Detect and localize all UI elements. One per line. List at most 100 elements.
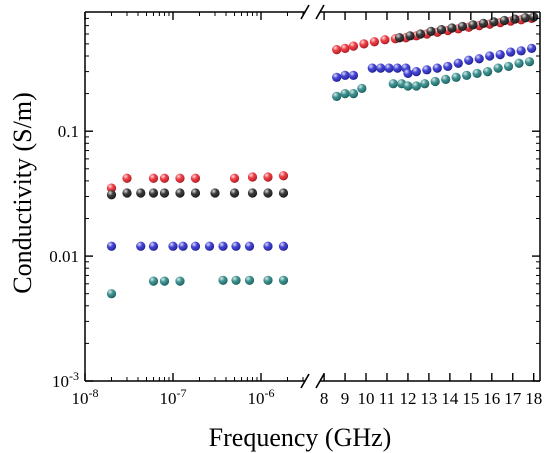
data-point-highlight [122,188,132,198]
data-point-highlight [359,39,369,49]
axis-break-bottom-right [315,373,325,389]
x-tick-label: 15 [462,389,479,408]
data-point-highlight [106,183,117,193]
axis-break-bottom-left [300,373,310,389]
x-tick-label: 10-7 [160,386,187,408]
data-point-highlight [464,55,474,65]
data-point-highlight [411,66,421,77]
x-tick-label: 11 [379,389,395,408]
data-point-highlight [136,188,146,198]
data-point-highlight [443,61,453,72]
data-point-highlight [231,241,241,251]
data-point-highlight [148,276,159,286]
data-point-highlight [348,41,359,51]
data-point-highlight [244,241,255,251]
data-point-highlight [190,173,201,183]
data-point-highlight [204,241,215,251]
x-tick-label: 12 [399,389,416,408]
data-point-highlight [527,43,537,54]
data-point-highlight [499,15,509,26]
data-point-highlight [411,81,421,91]
data-point-highlight [420,79,430,89]
x-tick-label: 10-6 [248,386,275,408]
data-point-highlight [136,241,146,251]
data-point-highlight [263,275,273,285]
data-point-highlight [106,241,117,251]
x-tick-label: 14 [441,389,459,408]
data-point-highlight [278,275,289,285]
data-point-highlight [332,91,342,101]
data-markers [106,12,539,299]
data-point-highlight [148,173,159,183]
data-point-highlight [340,70,350,80]
y-tick-label: 0.01 [49,247,79,266]
data-point-highlight [388,79,398,89]
data-point-highlight [380,35,390,45]
data-point-highlight [244,275,255,285]
data-point-highlight [453,58,463,68]
data-point-highlight [210,188,220,198]
data-point-highlight [495,50,505,60]
data-point-highlight [229,173,240,183]
data-point-highlight [422,65,432,75]
data-point-highlight [106,289,117,299]
data-point-highlight [340,43,350,54]
data-point-highlight [403,68,413,79]
data-point-highlight [462,70,472,80]
data-point-highlight [520,13,530,23]
data-point-highlight [190,241,201,251]
data-point-highlight [441,74,451,84]
data-point-highlight [394,33,405,43]
data-point-highlight [218,275,228,285]
data-point-highlight [332,45,342,55]
y-tick-label: 10-3 [52,369,79,391]
data-point-highlight [436,25,447,35]
data-point-highlight [485,51,495,61]
data-point-highlight [178,241,188,251]
data-point-highlight [263,241,273,251]
data-point-highlight [168,241,178,251]
data-point-highlight [367,63,377,73]
x-tick-label: 9 [341,389,350,408]
data-point-highlight [175,276,185,286]
data-point-highlight [159,276,170,286]
x-tick-label: 13 [420,389,437,408]
data-point-highlight [524,57,535,67]
data-point-highlight [263,188,273,198]
data-point-highlight [457,21,468,32]
x-tick-label: 8 [320,389,329,408]
data-point-highlight [106,190,117,200]
data-point-highlight [489,17,499,27]
data-point-highlight [278,188,289,198]
data-point-highlight [432,63,442,73]
data-point-highlight [510,14,520,24]
data-point-highlight [190,188,201,198]
data-point-highlight [447,23,457,33]
data-point-highlight [218,241,228,251]
y-axis-title: Conductivity (S/m) [8,92,37,294]
data-point-highlight [384,63,394,73]
axis-break-top-right [315,4,325,20]
data-point-highlight [451,72,461,82]
data-point-highlight [430,76,440,87]
data-point-highlight [514,58,524,68]
data-point-highlight [392,63,403,73]
data-point-highlight [122,173,132,183]
data-point-highlight [468,20,478,30]
data-point-highlight [159,188,170,198]
data-point-highlight [405,31,415,41]
data-point-highlight [503,61,514,72]
y-tick-label: 0.1 [58,122,79,141]
data-point-highlight [357,83,367,94]
data-point-highlight [175,188,185,198]
x-tick-label: 18 [525,389,542,408]
data-point-highlight [506,47,516,57]
data-point-highlight [516,46,526,56]
data-point-highlight [231,275,241,285]
data-point-highlight [229,188,240,198]
data-point-highlight [472,68,482,79]
data-point-highlight [415,29,426,39]
data-point-highlight [478,18,489,28]
plot-area [84,11,541,382]
